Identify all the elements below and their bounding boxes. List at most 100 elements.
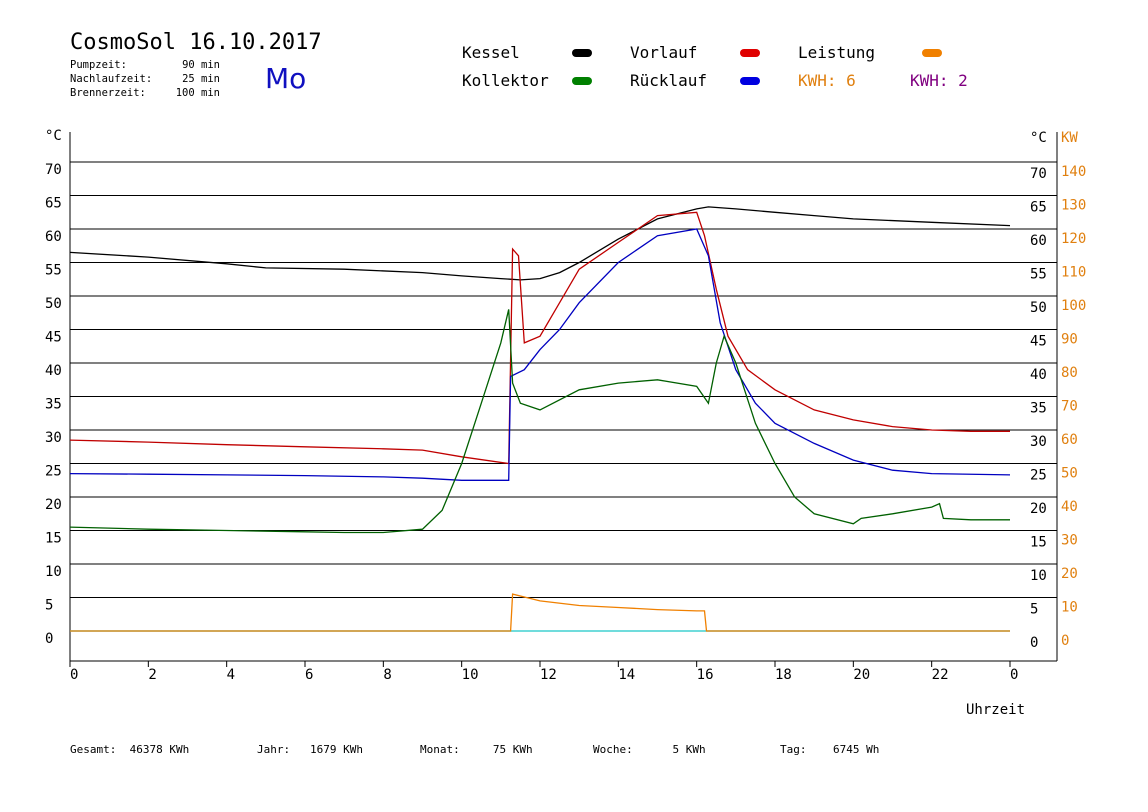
y-tick-label-right: 60 xyxy=(1030,233,1047,249)
legend-vorlauf-label: Vorlauf xyxy=(630,43,698,62)
y2-tick-label: 120 xyxy=(1061,231,1086,247)
footer-month-label: Monat: xyxy=(420,743,460,756)
runtime-after: Nachlaufzeit: 25 min xyxy=(70,72,220,86)
y2-tick-label: 70 xyxy=(1061,399,1078,415)
footer-month: Monat: 75 KWh xyxy=(420,743,533,756)
y-tick-label: 40 xyxy=(45,363,62,379)
y-tick-label: 15 xyxy=(45,531,62,547)
legend-kessel-swatch xyxy=(572,49,592,57)
footer-day-value: 6745 Wh xyxy=(833,743,880,756)
y-tick-label-right: 10 xyxy=(1030,568,1047,584)
y2-tick-label: 110 xyxy=(1061,265,1086,281)
x-tick-label: 2 xyxy=(148,667,156,683)
y-tick-label: 70 xyxy=(45,162,62,178)
y-tick-label-right: 15 xyxy=(1030,535,1047,551)
y2-tick-label: 40 xyxy=(1061,499,1078,515)
pump-time-label: Pumpzeit: xyxy=(70,59,127,71)
series-line-leistung xyxy=(70,593,1010,632)
kwh-purple: KWH: 2 xyxy=(910,71,968,90)
x-tick-label: 16 xyxy=(697,667,714,683)
legend-ruecklauf-swatch xyxy=(740,77,760,85)
x-tick-label: 14 xyxy=(618,667,635,683)
footer-total: Gesamt: 46378 KWh xyxy=(70,743,189,756)
x-tick-label: 22 xyxy=(932,667,949,683)
y2-tick-label: 130 xyxy=(1061,198,1086,214)
legend-leistung-label: Leistung xyxy=(798,43,876,62)
pump-time: Pumpzeit: 90 min xyxy=(70,58,220,72)
x-tick-label: 10 xyxy=(462,667,479,683)
y-tick-label-right: 0 xyxy=(1030,635,1038,651)
footer-week: Woche: 5 KWh xyxy=(593,743,706,756)
y-tick-label-right: 65 xyxy=(1030,200,1047,216)
y-tick-label-right: 55 xyxy=(1030,267,1047,283)
y2-tick-label: 90 xyxy=(1061,332,1078,348)
legend-kessel-label: Kessel xyxy=(462,43,520,62)
footer-year: Jahr: 1679 KWh xyxy=(257,743,363,756)
x-tick-label: 12 xyxy=(540,667,557,683)
y2-tick-label: 10 xyxy=(1061,600,1078,616)
burner-time-label: Brennerzeit: xyxy=(70,87,146,99)
runtime-after-label: Nachlaufzeit: xyxy=(70,73,153,85)
y2-axis-unit: KW xyxy=(1061,130,1078,146)
series-line-rücklauf xyxy=(69,228,1011,481)
y-tick-label: 25 xyxy=(45,464,62,480)
legend-kollektor-swatch xyxy=(572,77,592,85)
y-tick-label: 45 xyxy=(45,330,62,346)
weekday: Mo xyxy=(265,62,307,95)
y-tick-label: 65 xyxy=(45,196,62,212)
y2-tick-label: 60 xyxy=(1061,432,1078,448)
pump-time-value: 90 min xyxy=(182,59,220,71)
x-tick-label: 4 xyxy=(227,667,235,683)
y-tick-label: 30 xyxy=(45,430,62,446)
footer-month-value: 75 KWh xyxy=(492,743,533,756)
y-tick-label: 5 xyxy=(45,598,53,614)
y-tick-label: 0 xyxy=(45,631,53,647)
y-tick-label-right: 5 xyxy=(1030,602,1038,618)
y-tick-label: 50 xyxy=(45,296,62,312)
y-tick-label-right: 35 xyxy=(1030,401,1047,417)
footer-week-label: Woche: xyxy=(593,743,633,756)
series-line-kollektor xyxy=(69,309,1010,534)
y-tick-label: 35 xyxy=(45,397,62,413)
y-tick-label-right: 25 xyxy=(1030,468,1047,484)
footer-year-label: Jahr: xyxy=(257,743,291,756)
y2-tick-label: 100 xyxy=(1061,298,1086,314)
y-axis-unit-left: °C xyxy=(45,128,62,144)
y-tick-label: 60 xyxy=(45,229,62,245)
x-tick-label: 20 xyxy=(853,667,870,683)
y-tick-label-right: 50 xyxy=(1030,300,1047,316)
x-tick-label: 18 xyxy=(775,667,792,683)
y-tick-label: 10 xyxy=(45,564,62,580)
footer-total-value: 46378 KWh xyxy=(129,743,190,756)
y-tick-label-right: 45 xyxy=(1030,334,1047,350)
x-tick-label: 0 xyxy=(1010,667,1018,683)
x-tick-label: 8 xyxy=(383,667,391,683)
runtime-after-value: 25 min xyxy=(182,73,220,85)
y-tick-label-right: 70 xyxy=(1030,166,1047,182)
footer-total-label: Gesamt: xyxy=(70,743,117,756)
y-tick-label: 55 xyxy=(45,263,62,279)
y2-tick-label: 20 xyxy=(1061,566,1078,582)
legend-vorlauf-swatch xyxy=(740,49,760,57)
burner-time: Brennerzeit: 100 min xyxy=(70,86,220,100)
x-axis-label: Uhrzeit xyxy=(966,702,1025,718)
legend-leistung-swatch xyxy=(922,49,942,57)
y2-tick-label: 140 xyxy=(1061,164,1086,180)
y-tick-label-right: 20 xyxy=(1030,501,1047,517)
y2-tick-label: 50 xyxy=(1061,466,1078,482)
y-tick-label-right: 40 xyxy=(1030,367,1047,383)
y-tick-label-right: 30 xyxy=(1030,434,1047,450)
kwh-orange: KWH: 6 xyxy=(798,71,856,90)
legend-ruecklauf-label: Rücklauf xyxy=(630,71,708,90)
page-title: CosmoSol 16.10.2017 xyxy=(70,30,322,55)
footer-week-value: 5 KWh xyxy=(672,743,706,756)
footer-day-label: Tag: xyxy=(780,743,807,756)
y-axis-unit-right: °C xyxy=(1030,130,1047,146)
y2-tick-label: 80 xyxy=(1061,365,1078,381)
series-line-vorlauf xyxy=(69,211,1010,465)
series-line-kessel xyxy=(69,206,1011,281)
y2-tick-label: 30 xyxy=(1061,533,1078,549)
x-tick-label: 0 xyxy=(70,667,78,683)
footer-day: Tag: 6745 Wh xyxy=(780,743,879,756)
